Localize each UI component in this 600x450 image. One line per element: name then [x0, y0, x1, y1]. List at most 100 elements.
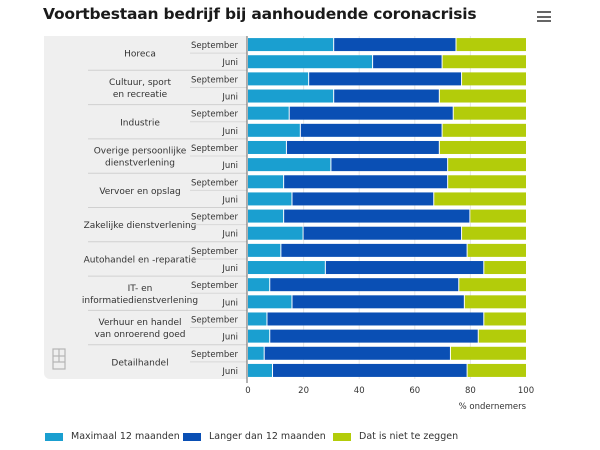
bar-segment — [439, 140, 526, 154]
bar-segment — [248, 243, 281, 257]
category-label: Verhuur en handel — [99, 318, 182, 328]
bar-segment — [448, 175, 526, 189]
bar-segment — [248, 363, 273, 377]
legend-item-max12[interactable]: Maximaal 12 maanden — [45, 431, 180, 442]
period-label: September — [191, 213, 238, 223]
bar-segment — [248, 329, 270, 343]
period-label: Juni — [221, 58, 238, 68]
period-label: September — [191, 75, 238, 85]
period-label: September — [191, 41, 238, 51]
bar-segment — [248, 140, 286, 154]
legend-swatch-max12 — [45, 432, 63, 441]
bar-segment — [442, 55, 526, 69]
bar-segment — [270, 329, 478, 343]
category-label: Cultuur, sport — [109, 78, 171, 88]
legend-label-max12: Maximaal 12 maanden — [71, 431, 180, 442]
bar-segment — [286, 140, 439, 154]
bar-segment — [248, 295, 292, 309]
bar-segment — [248, 106, 289, 120]
bar-segment — [467, 363, 526, 377]
bar-segment — [289, 106, 453, 120]
x-tick-label: 20 — [298, 386, 309, 396]
bar-segment — [267, 312, 484, 326]
bar-segment — [484, 312, 526, 326]
bar-segment — [439, 89, 526, 103]
bar-segment — [248, 192, 292, 206]
period-label: September — [191, 350, 238, 360]
bar-segment — [478, 329, 526, 343]
bar-segment — [248, 346, 264, 360]
legend-label-langer12: Langer dan 12 maanden — [209, 431, 326, 442]
bar-segment — [309, 72, 462, 86]
bar-segment — [273, 363, 467, 377]
period-label: Juni — [221, 195, 238, 205]
x-tick-label: 80 — [465, 386, 476, 396]
cbs-logo-icon — [52, 348, 66, 370]
bar-segment — [248, 38, 334, 52]
category-label: Detailhandel — [111, 358, 168, 368]
bar-segment — [248, 175, 284, 189]
bar-segment — [264, 346, 450, 360]
bar-segment — [300, 123, 442, 137]
period-label: Juni — [221, 161, 238, 171]
bar-segment — [248, 209, 284, 223]
period-label: September — [191, 144, 238, 154]
bar-segment — [450, 346, 526, 360]
chart-title: Voortbestaan bedrijf bij aanhoudende cor… — [43, 5, 477, 23]
bar-segment — [248, 278, 270, 292]
x-tick-label: 40 — [354, 386, 365, 396]
period-label: Juni — [221, 230, 238, 240]
bar-segment — [484, 261, 526, 275]
period-label: Juni — [221, 93, 238, 103]
bar-segment — [373, 55, 442, 69]
bar-segment — [248, 158, 331, 172]
bar-segment — [462, 72, 526, 86]
bar-segment — [303, 226, 462, 240]
bar-segment — [292, 295, 464, 309]
bar-segment — [325, 261, 484, 275]
x-axis-label: % ondernemers — [459, 402, 527, 412]
category-label: Horeca — [124, 50, 156, 60]
legend-item-langer12[interactable]: Langer dan 12 maanden — [183, 431, 326, 442]
bar-segment — [248, 72, 309, 86]
bar-segment — [442, 123, 526, 137]
category-label: Zakelijke dienstverlening — [84, 221, 197, 231]
period-label: September — [191, 315, 238, 325]
period-label: September — [191, 281, 238, 291]
period-label: Juni — [221, 333, 238, 343]
bar-segment — [462, 226, 526, 240]
legend-item-niet-te-zeggen[interactable]: Dat is niet te zeggen — [333, 431, 458, 442]
bar-segment — [248, 89, 334, 103]
bar-segment — [270, 278, 459, 292]
bar-segment — [248, 123, 300, 137]
bar-segment — [453, 106, 526, 120]
bar-segment — [331, 158, 448, 172]
bar-segment — [281, 243, 467, 257]
bar-segment — [470, 209, 526, 223]
bar-segment — [334, 38, 456, 52]
period-label: September — [191, 178, 238, 188]
period-label: Juni — [221, 298, 238, 308]
category-label: IT- en — [128, 284, 153, 294]
bar-segment — [459, 278, 526, 292]
bar-segment — [248, 312, 267, 326]
category-label: Industrie — [120, 118, 160, 128]
hamburger-menu-icon[interactable] — [537, 11, 551, 22]
legend-label-niet-te-zeggen: Dat is niet te zeggen — [359, 431, 459, 442]
legend-swatch-niet-te-zeggen — [333, 432, 351, 441]
period-label: Juni — [221, 367, 238, 377]
period-label: Juni — [221, 127, 238, 137]
bar-segment — [456, 38, 526, 52]
bar-segment — [248, 261, 325, 275]
category-label: Autohandel en -reparatie — [84, 255, 197, 265]
period-label: September — [191, 247, 238, 257]
legend-swatch-langer12 — [183, 432, 201, 441]
period-label: September — [191, 110, 238, 120]
bar-segment — [434, 192, 526, 206]
bar-segment — [284, 175, 448, 189]
category-label: van onroerend goed — [95, 330, 186, 340]
bar-segment — [292, 192, 434, 206]
bar-segment — [448, 158, 526, 172]
period-label: Juni — [221, 264, 238, 274]
